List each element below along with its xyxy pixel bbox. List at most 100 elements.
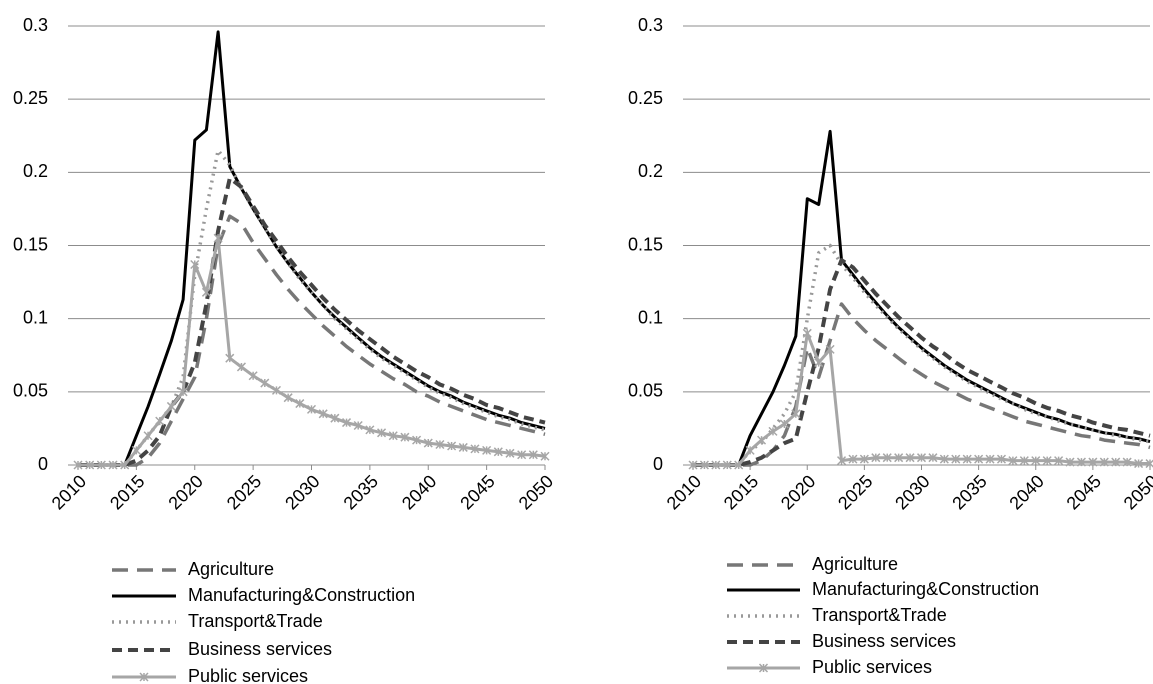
star-marker [996, 454, 1007, 464]
star-marker [271, 385, 282, 395]
x-tick-label: 2020 [164, 471, 206, 513]
star-marker [213, 233, 223, 243]
star-marker [236, 362, 246, 372]
legend-label: Manufacturing&Construction [812, 579, 1039, 599]
star-marker [540, 451, 550, 461]
y-tick-label: 0 [653, 454, 663, 474]
x-tick-label: 2045 [456, 471, 498, 513]
x-tick-label: 2015 [106, 471, 148, 513]
star-marker [388, 431, 398, 441]
star-marker [1054, 456, 1064, 466]
star-marker [120, 460, 130, 470]
star-marker [517, 450, 527, 460]
star-marker [143, 431, 153, 441]
series-line [78, 236, 546, 467]
star-marker [1065, 457, 1075, 467]
star-marker [1008, 456, 1018, 466]
y-tick-label: 0.05 [13, 381, 48, 401]
y-tick-label: 0.1 [638, 307, 663, 327]
legend-label: Transport&Trade [188, 611, 323, 631]
star-marker [722, 460, 732, 470]
y-tick-label: 0.3 [638, 15, 663, 35]
star-marker [318, 409, 328, 419]
star-marker [985, 454, 995, 464]
star-marker [166, 401, 176, 411]
series-line [693, 331, 1150, 467]
star-marker [435, 439, 445, 450]
star-marker [400, 432, 410, 442]
star-marker [330, 413, 340, 423]
star-marker [836, 456, 847, 466]
star-marker [412, 435, 422, 445]
star-marker [377, 428, 387, 438]
star-marker [711, 460, 721, 470]
star-marker [96, 460, 106, 470]
star-marker [1122, 457, 1132, 467]
y-tick-label: 0.05 [628, 381, 663, 401]
star-marker [928, 453, 938, 463]
star-marker [283, 393, 293, 403]
series-line [78, 30, 546, 467]
series-line [693, 243, 1151, 467]
star-marker [814, 358, 824, 368]
star-marker [1134, 459, 1144, 469]
legend-label: Business services [812, 631, 956, 651]
legend-label: Agriculture [188, 559, 274, 579]
star-marker [260, 378, 270, 388]
star-marker [108, 460, 118, 470]
star-marker [905, 453, 915, 463]
star-marker [848, 454, 858, 464]
star-marker [951, 454, 961, 464]
series-line [78, 148, 546, 467]
star-marker [423, 438, 433, 448]
x-tick-label: 2050 [515, 471, 557, 513]
star-marker [757, 435, 767, 445]
star-marker [353, 420, 363, 431]
star-marker [974, 454, 984, 464]
y-tick-label: 0.25 [13, 88, 48, 108]
star-marker [482, 445, 492, 455]
star-marker [939, 454, 949, 464]
star-marker [962, 454, 972, 464]
legend-label: Agriculture [812, 554, 898, 574]
star-marker [1042, 456, 1052, 466]
x-tick-label: 2035 [948, 471, 990, 513]
legend-label: Business services [188, 639, 332, 659]
star-marker [248, 371, 258, 381]
star-marker [365, 425, 375, 435]
star-marker [225, 353, 235, 363]
legend-label: Public services [188, 666, 308, 684]
star-marker [734, 460, 744, 470]
star-marker [447, 441, 457, 451]
series-line [78, 176, 546, 467]
x-tick-label: 2010 [48, 471, 90, 513]
y-tick-label: 0.2 [23, 161, 48, 181]
legend-label: Transport&Trade [812, 605, 947, 625]
star-marker [871, 453, 881, 463]
y-tick-label: 0.2 [638, 161, 663, 181]
star-marker [825, 344, 835, 354]
star-marker [1019, 456, 1029, 466]
series-line [693, 129, 1151, 467]
star-marker [85, 460, 95, 470]
x-tick-label: 2045 [1063, 471, 1105, 513]
star-marker [306, 404, 317, 414]
star-marker [882, 453, 892, 463]
star-marker [745, 445, 755, 455]
legend-label: Public services [812, 657, 932, 677]
star-marker [131, 445, 141, 455]
x-tick-label: 2015 [720, 471, 762, 513]
star-marker [791, 409, 801, 419]
series-line [693, 258, 1151, 467]
x-tick-label: 2040 [398, 471, 440, 513]
series-line [78, 214, 546, 467]
y-tick-label: 0 [38, 454, 48, 474]
star-marker [1031, 456, 1041, 466]
star-marker [802, 328, 812, 338]
star-marker [493, 447, 503, 457]
x-tick-label: 2025 [223, 471, 265, 513]
x-tick-label: 2025 [834, 471, 876, 513]
y-tick-label: 0.25 [628, 88, 663, 108]
